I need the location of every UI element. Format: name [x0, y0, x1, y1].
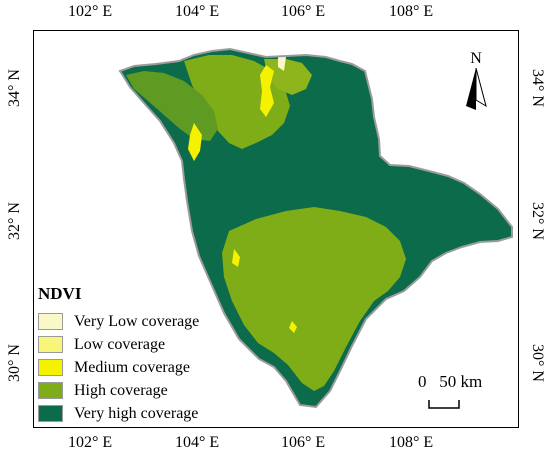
map-canvas [119, 48, 513, 408]
scale-bar-label: 0 50 km [418, 372, 483, 391]
scale-bar: 0 50 km [418, 372, 508, 412]
top-tick-102: 102° E [68, 3, 113, 20]
map-frame [33, 30, 519, 428]
left-tick-32: 32° N [6, 202, 23, 240]
north-arrow-icon [466, 68, 487, 110]
bottom-tick-104: 104° E [175, 434, 220, 451]
legend-swatch-medium [38, 359, 63, 376]
top-tick-108: 108° E [389, 3, 434, 20]
legend-item: Medium coverage [38, 356, 238, 379]
legend-item: Very high coverage [38, 402, 238, 425]
medium-spot-south-1 [232, 249, 240, 267]
left-tick-34: 34° N [6, 69, 23, 107]
legend-swatch-very-low [38, 313, 63, 330]
legend-title: NDVI [38, 284, 82, 303]
legend: NDVI Very Low coverage Low coverage Medi… [38, 284, 238, 425]
medium-spot-south-2 [289, 321, 297, 333]
top-tick-104: 104° E [175, 3, 220, 20]
top-tick-106: 106° E [281, 3, 326, 20]
legend-label: Medium coverage [74, 358, 190, 376]
legend-swatch-high [38, 382, 63, 399]
legend-swatch-very-high [38, 405, 63, 422]
bottom-tick-106: 106° E [281, 434, 326, 451]
bottom-tick-108: 108° E [389, 434, 434, 451]
medium-spot-west [188, 123, 202, 161]
legend-label: High coverage [74, 381, 168, 399]
legend-swatch-low [38, 336, 63, 353]
very-low-spot [278, 55, 286, 71]
northwest-high-patch [126, 71, 218, 141]
north-arrow: N [462, 50, 490, 110]
legend-item: Low coverage [38, 333, 238, 356]
north-label: N [470, 50, 482, 67]
medium-spot-north [260, 65, 274, 117]
legend-item: High coverage [38, 379, 238, 402]
legend-label: Low coverage [74, 335, 166, 353]
north-light-patch [264, 59, 312, 95]
legend-item: Very Low coverage [38, 310, 238, 333]
left-tick-30: 30° N [6, 344, 23, 382]
right-tick-32: 32° N [529, 202, 546, 240]
bottom-tick-102: 102° E [68, 434, 113, 451]
right-tick-30: 30° N [529, 344, 546, 382]
right-tick-34: 34° N [529, 69, 546, 107]
legend-label: Very Low coverage [74, 312, 200, 330]
legend-label: Very high coverage [74, 404, 199, 422]
south-high-region [222, 207, 406, 391]
scale-bar-line [428, 400, 460, 409]
